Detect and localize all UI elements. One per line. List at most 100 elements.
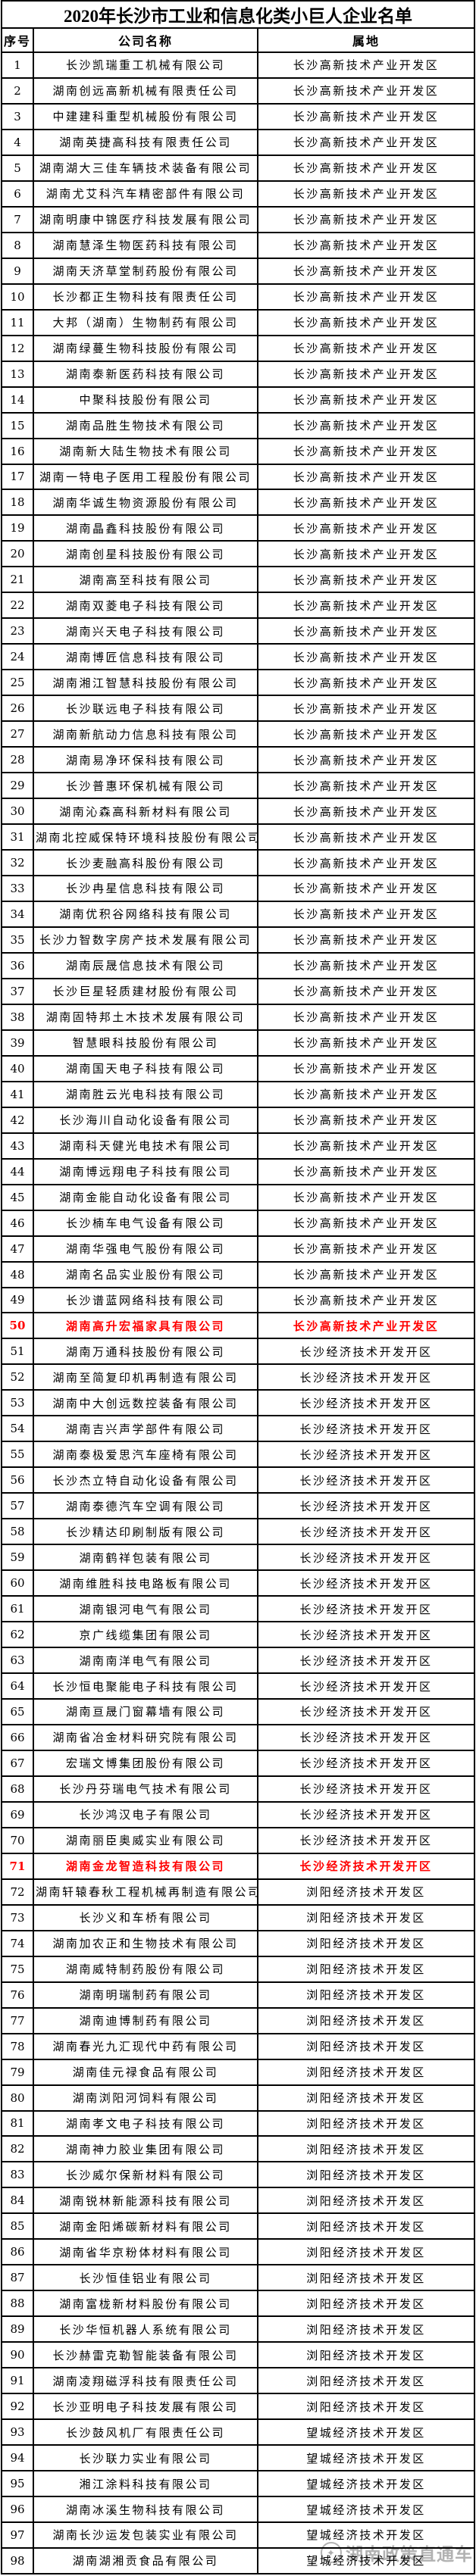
table-row: 80 湖南浏阳河饲料有限公司 浏阳经济技术开发区 [0, 2084, 476, 2112]
location-cell: 长沙高新技术产业开发区 [256, 514, 476, 542]
company-name-cell: 湖南维胜科技电路板有限公司 [32, 1569, 258, 1597]
company-name-cell: 湖南固特邦土木技术发展有限公司 [32, 1003, 258, 1031]
table-row: 11 大邦（湖南）生物制药有限公司 长沙高新技术产业开发区 [0, 308, 476, 336]
company-name-cell: 湖南富栊新材料股份有限公司 [32, 2290, 258, 2318]
company-name-cell: 湖南兴天电子科技有限公司 [32, 617, 258, 645]
table-row: 91 湖南凌翔磁浮科技有限责任公司 浏阳经济技术开发区 [0, 2367, 476, 2395]
row-index-cell: 49 [0, 1286, 34, 1314]
row-index-cell: 85 [0, 2212, 34, 2240]
company-name-cell: 湖南省冶金材料研究院有限公司 [32, 1723, 258, 1751]
company-name-cell: 湖南华诚生物资源股份有限公司 [32, 489, 258, 517]
location-cell: 浏阳经济技术开发区 [256, 2084, 476, 2112]
table-row: 66 湖南省冶金材料研究院有限公司 长沙经济技术开发开区 [0, 1723, 476, 1751]
header-company-name: 公司名称 [32, 27, 258, 53]
company-name-cell: 湖南易净环保科技有限公司 [32, 746, 258, 774]
row-index-cell: 87 [0, 2264, 34, 2292]
location-cell: 长沙经济技术开发开区 [256, 1672, 476, 1700]
table-row: 38 湖南固特邦土木技术发展有限公司 长沙高新技术产业开发区 [0, 1003, 476, 1031]
location-cell: 长沙高新技术产业开发区 [256, 283, 476, 311]
location-cell: 浏阳经济技术开发区 [256, 1878, 476, 1906]
location-cell: 长沙经济技术开发开区 [256, 1775, 476, 1803]
table-row: 94 长沙联力实业有限公司 望城经济技术开发区 [0, 2444, 476, 2472]
table-row: 49 长沙谱蓝网络科技有限公司 长沙高新技术产业开发区 [0, 1286, 476, 1314]
row-index-cell: 33 [0, 875, 34, 902]
location-cell: 长沙经济技术开发开区 [256, 1389, 476, 1417]
location-cell: 长沙高新技术产业开发区 [256, 926, 476, 954]
table-row: 67 宏瑞文博集团股份有限公司 长沙经济技术开发开区 [0, 1749, 476, 1777]
table-row: 24 湖南博匠信息科技有限公司 长沙高新技术产业开发区 [0, 643, 476, 671]
company-name-cell: 湖南绿蔓生物科技股份有限公司 [32, 334, 258, 362]
table-row: 51 湖南万通科技股份有限公司 长沙经济技术开发开区 [0, 1338, 476, 1366]
company-name-cell: 湖南浏阳河饲料有限公司 [32, 2084, 258, 2112]
company-name-cell: 湖南轩辕春秋工程机械再制造有限公司 [32, 1878, 258, 1906]
row-index-cell: 73 [0, 1903, 34, 1931]
table-row: 87 长沙恒佳铝业有限公司 浏阳经济技术开发区 [0, 2264, 476, 2292]
row-index-cell: 80 [0, 2084, 34, 2112]
row-index-cell: 64 [0, 1672, 34, 1700]
table-row: 7 湖南明康中锦医疗科技发展有限公司 长沙高新技术产业开发区 [0, 205, 476, 233]
table-row: 43 湖南科天健光电技术有限公司 长沙高新技术产业开发区 [0, 1132, 476, 1160]
row-index-cell: 17 [0, 463, 34, 491]
company-name-cell: 湖南长沙运发包装实业有限公司 [32, 2521, 258, 2549]
location-cell: 长沙高新技术产业开发区 [256, 386, 476, 414]
location-cell: 浏阳经济技术开发区 [256, 2058, 476, 2086]
location-cell: 长沙高新技术产业开发区 [256, 1157, 476, 1185]
row-index-cell: 94 [0, 2444, 34, 2472]
row-index-cell: 59 [0, 1544, 34, 1572]
row-index-cell: 77 [0, 2006, 34, 2034]
company-name-cell: 长沙丹芬瑞电气技术有限公司 [32, 1775, 258, 1803]
table-row: 88 湖南富栊新材料股份有限公司 浏阳经济技术开发区 [0, 2290, 476, 2318]
row-index-cell: 65 [0, 1698, 34, 1725]
location-cell: 长沙高新技术产业开发区 [256, 180, 476, 208]
row-index-cell: 20 [0, 540, 34, 568]
company-name-cell: 湖南鹤祥包装有限公司 [32, 1544, 258, 1572]
table-row: 54 湖南吉兴声学部件有限公司 长沙经济技术开发开区 [0, 1415, 476, 1443]
table-row: 97 湖南长沙运发包装实业有限公司 望城经济技术开发区 [0, 2521, 476, 2549]
location-cell: 长沙高新技术产业开发区 [256, 154, 476, 182]
location-cell: 浏阳经济技术开发区 [256, 2393, 476, 2421]
location-cell: 浏阳经济技术开发区 [256, 2367, 476, 2395]
company-name-cell: 湖南泰新医药科技有限公司 [32, 360, 258, 388]
row-index-cell: 24 [0, 643, 34, 671]
row-index-cell: 52 [0, 1363, 34, 1391]
table-row: 86 湖南省华京粉体材料有限公司 浏阳经济技术开发区 [0, 2238, 476, 2266]
company-name-cell: 长沙恒电聚能电子科技有限公司 [32, 1672, 258, 1700]
table-row: 21 湖南高至科技有限公司 长沙高新技术产业开发区 [0, 566, 476, 594]
row-index-cell: 53 [0, 1389, 34, 1417]
table-row: 84 湖南锐林新能源科技有限公司 浏阳经济技术开发区 [0, 2187, 476, 2215]
row-index-cell: 34 [0, 900, 34, 928]
table-row: 90 长沙赫雷克勒智能装备有限公司 浏阳经济技术开发区 [0, 2341, 476, 2369]
location-cell: 长沙高新技术产业开发区 [256, 308, 476, 336]
location-cell: 长沙经济技术开发开区 [256, 1647, 476, 1675]
company-name-cell: 湖南双菱电子科技有限公司 [32, 592, 258, 620]
row-index-cell: 76 [0, 1981, 34, 2009]
location-cell: 长沙高新技术产业开发区 [256, 875, 476, 902]
company-name-cell: 湖南神力胶业集团有限公司 [32, 2135, 258, 2163]
table-row: 34 湖南优积谷网络科技有限公司 长沙高新技术产业开发区 [0, 900, 476, 928]
company-name-cell: 长沙威尔保新材料有限公司 [32, 2161, 258, 2189]
table-row: 62 京广线缆集团有限公司 长沙经济技术开发开区 [0, 1621, 476, 1649]
table-row: 42 长沙海川自动化设备有限公司 长沙高新技术产业开发区 [0, 1106, 476, 1134]
company-name-cell: 中聚科技股份有限公司 [32, 386, 258, 414]
company-name-cell: 湖南湖大三佳车辆技术装备有限公司 [32, 154, 258, 182]
location-cell: 浏阳经济技术开发区 [256, 2264, 476, 2292]
row-index-cell: 46 [0, 1209, 34, 1237]
company-name-cell: 湖南泰极爱思汽车座椅有限公司 [32, 1441, 258, 1469]
company-name-cell: 湖南至简复印机再制造有限公司 [32, 1363, 258, 1391]
row-index-cell: 7 [0, 205, 34, 233]
row-index-cell: 15 [0, 411, 34, 439]
company-name-cell: 湖南明康中锦医疗科技发展有限公司 [32, 205, 258, 233]
table-row: 93 长沙鼓风机厂有限责任公司 望城经济技术开发区 [0, 2418, 476, 2446]
company-name-cell: 湖南锐林新能源科技有限公司 [32, 2187, 258, 2215]
company-name-cell: 长沙华恒机器人系统有限公司 [32, 2315, 258, 2343]
table-row: 5 湖南湖大三佳车辆技术装备有限公司 长沙高新技术产业开发区 [0, 154, 476, 182]
company-name-cell: 湖南慧泽生物医药科技有限公司 [32, 231, 258, 259]
company-name-cell: 湖南银河电气有限公司 [32, 1595, 258, 1623]
location-cell: 长沙经济技术开发开区 [256, 1723, 476, 1751]
location-cell: 长沙高新技术产业开发区 [256, 489, 476, 517]
row-index-cell: 66 [0, 1723, 34, 1751]
table-row: 29 长沙普惠环保机械有限公司 长沙高新技术产业开发区 [0, 772, 476, 800]
table-header-row: 序号 公司名称 属地 [0, 27, 476, 53]
location-cell: 长沙高新技术产业开发区 [256, 257, 476, 285]
location-cell: 长沙高新技术产业开发区 [256, 411, 476, 439]
